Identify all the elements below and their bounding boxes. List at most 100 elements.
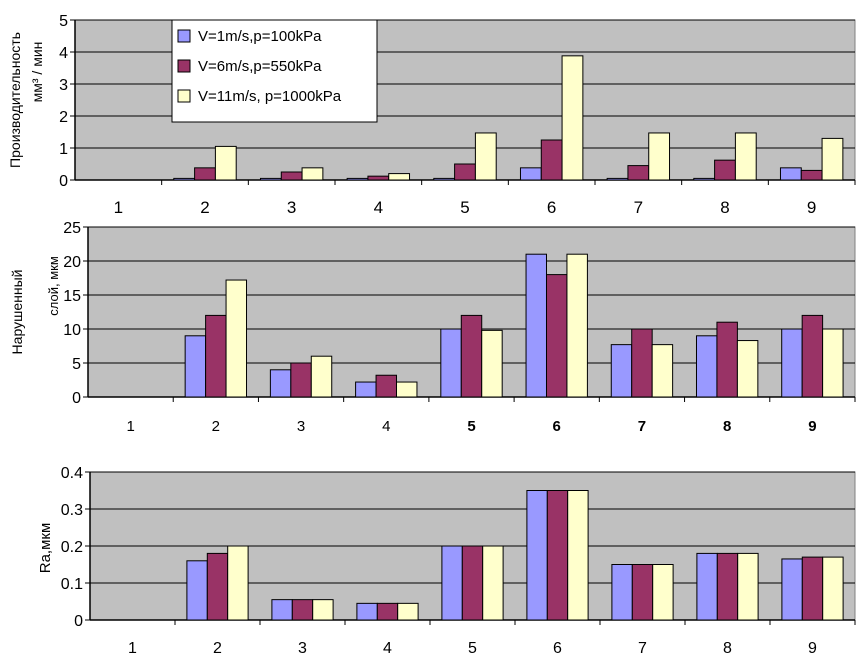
bar-series-3 <box>651 344 674 398</box>
bar-series-1 <box>696 552 718 621</box>
legend-swatch-2 <box>177 59 191 73</box>
y-tick-label: 0 <box>74 613 83 630</box>
bar-series-3 <box>397 602 419 621</box>
bar-series-2 <box>801 314 824 398</box>
y-axis-label: Нарушенный <box>9 270 25 355</box>
y-tick-label: 0.4 <box>61 465 83 482</box>
bar-series-2 <box>280 171 303 181</box>
bar-series-3 <box>310 355 333 398</box>
y-tick-label: 20 <box>63 254 81 271</box>
bar-series-3 <box>652 564 674 621</box>
legend-label-1: V=1m/s,p=100kPa <box>198 28 322 45</box>
bar-series-1 <box>271 599 293 621</box>
x-category-label: 5 <box>468 640 477 657</box>
bar-series-2 <box>290 362 312 398</box>
bar-series-3 <box>396 381 418 398</box>
x-category-label: 4 <box>374 198 383 217</box>
bar-series-3 <box>214 145 237 181</box>
bar-series-1 <box>779 167 802 181</box>
bar-series-3 <box>567 490 589 621</box>
bar-series-2 <box>545 274 568 398</box>
x-category-label: 2 <box>212 418 220 435</box>
bar-series-2 <box>454 163 476 181</box>
bar-series-3 <box>561 55 584 181</box>
bar-series-1 <box>269 369 292 398</box>
bar-series-1 <box>693 177 716 181</box>
x-category-label: 5 <box>467 418 475 435</box>
bar-series-1 <box>519 167 542 181</box>
y-axis-label-unit: слой, мкм <box>46 256 61 316</box>
bar-series-3 <box>736 340 759 398</box>
bar-series-3 <box>481 329 503 398</box>
bar-series-3 <box>822 328 844 398</box>
bar-series-1 <box>606 177 629 181</box>
bar-series-1 <box>610 344 633 398</box>
x-category-label: 4 <box>382 418 390 435</box>
x-category-label: 3 <box>297 418 305 435</box>
y-tick-label: 4 <box>59 45 68 62</box>
bar-series-2 <box>714 159 736 181</box>
legend-box <box>171 19 378 123</box>
x-category-label: 8 <box>723 640 732 657</box>
x-category-label: 5 <box>460 198 469 217</box>
y-tick-label: 10 <box>63 322 81 339</box>
x-category-label: 1 <box>126 418 134 435</box>
y-tick-label: 0 <box>59 173 68 190</box>
bar-series-2 <box>716 552 739 621</box>
bar-series-1 <box>611 564 633 621</box>
bar-series-1 <box>525 253 547 398</box>
bar-series-1 <box>356 602 378 621</box>
x-category-label: 2 <box>200 198 209 217</box>
bar-series-2 <box>800 169 823 181</box>
x-category-label: 3 <box>287 198 296 217</box>
bar-series-3 <box>312 599 334 621</box>
bar-series-2 <box>367 175 390 181</box>
bar-series-2 <box>801 556 824 621</box>
bar-series-1 <box>259 177 282 181</box>
bar-series-2 <box>460 314 483 398</box>
bar-series-1 <box>355 381 377 398</box>
bar-series-1 <box>781 558 803 621</box>
bar-series-2 <box>540 139 563 181</box>
bar-series-2 <box>194 167 216 181</box>
y-tick-label: 15 <box>63 288 81 305</box>
bar-series-2 <box>627 165 650 181</box>
legend-label-2: V=6m/s,p=550kPa <box>198 58 322 75</box>
x-category-label: 3 <box>298 640 307 657</box>
y-tick-label: 3 <box>59 77 68 94</box>
x-category-label: 8 <box>723 418 731 435</box>
y-tick-label: 5 <box>59 13 68 30</box>
y-axis-label-unit: мм³ / мин <box>29 42 45 103</box>
bar-series-3 <box>822 556 844 621</box>
x-category-label: 6 <box>553 418 561 435</box>
legend-label-3: V=11m/s, p=1000kPa <box>198 88 342 105</box>
bar-series-1 <box>173 177 196 181</box>
bar-series-1 <box>440 328 462 398</box>
bar-series-3 <box>388 173 411 181</box>
x-category-label: 7 <box>638 640 647 657</box>
bar-series-3 <box>821 137 844 181</box>
bar-series-2 <box>376 602 399 621</box>
x-category-label: 9 <box>807 198 816 217</box>
legend-swatch-3 <box>177 89 191 103</box>
bar-series-2 <box>206 552 229 621</box>
legend-swatch-1 <box>177 29 191 43</box>
y-tick-label: 1 <box>59 141 68 158</box>
x-category-label: 4 <box>383 640 392 657</box>
x-category-label: 2 <box>213 640 222 657</box>
y-tick-label: 25 <box>63 220 81 237</box>
y-tick-label: 2 <box>59 109 68 126</box>
bar-series-2 <box>546 490 569 621</box>
y-axis-label: Ra,мкм <box>37 523 54 574</box>
x-category-label: 8 <box>720 198 729 217</box>
bar-series-3 <box>566 253 588 398</box>
bar-series-1 <box>346 177 369 181</box>
bar-series-2 <box>461 545 484 621</box>
y-tick-label: 0.3 <box>61 502 83 519</box>
bar-series-1 <box>184 335 207 398</box>
y-tick-label: 0 <box>72 390 81 407</box>
bar-series-3 <box>737 552 759 621</box>
y-tick-label: 5 <box>72 356 81 373</box>
bar-series-3 <box>225 279 248 398</box>
